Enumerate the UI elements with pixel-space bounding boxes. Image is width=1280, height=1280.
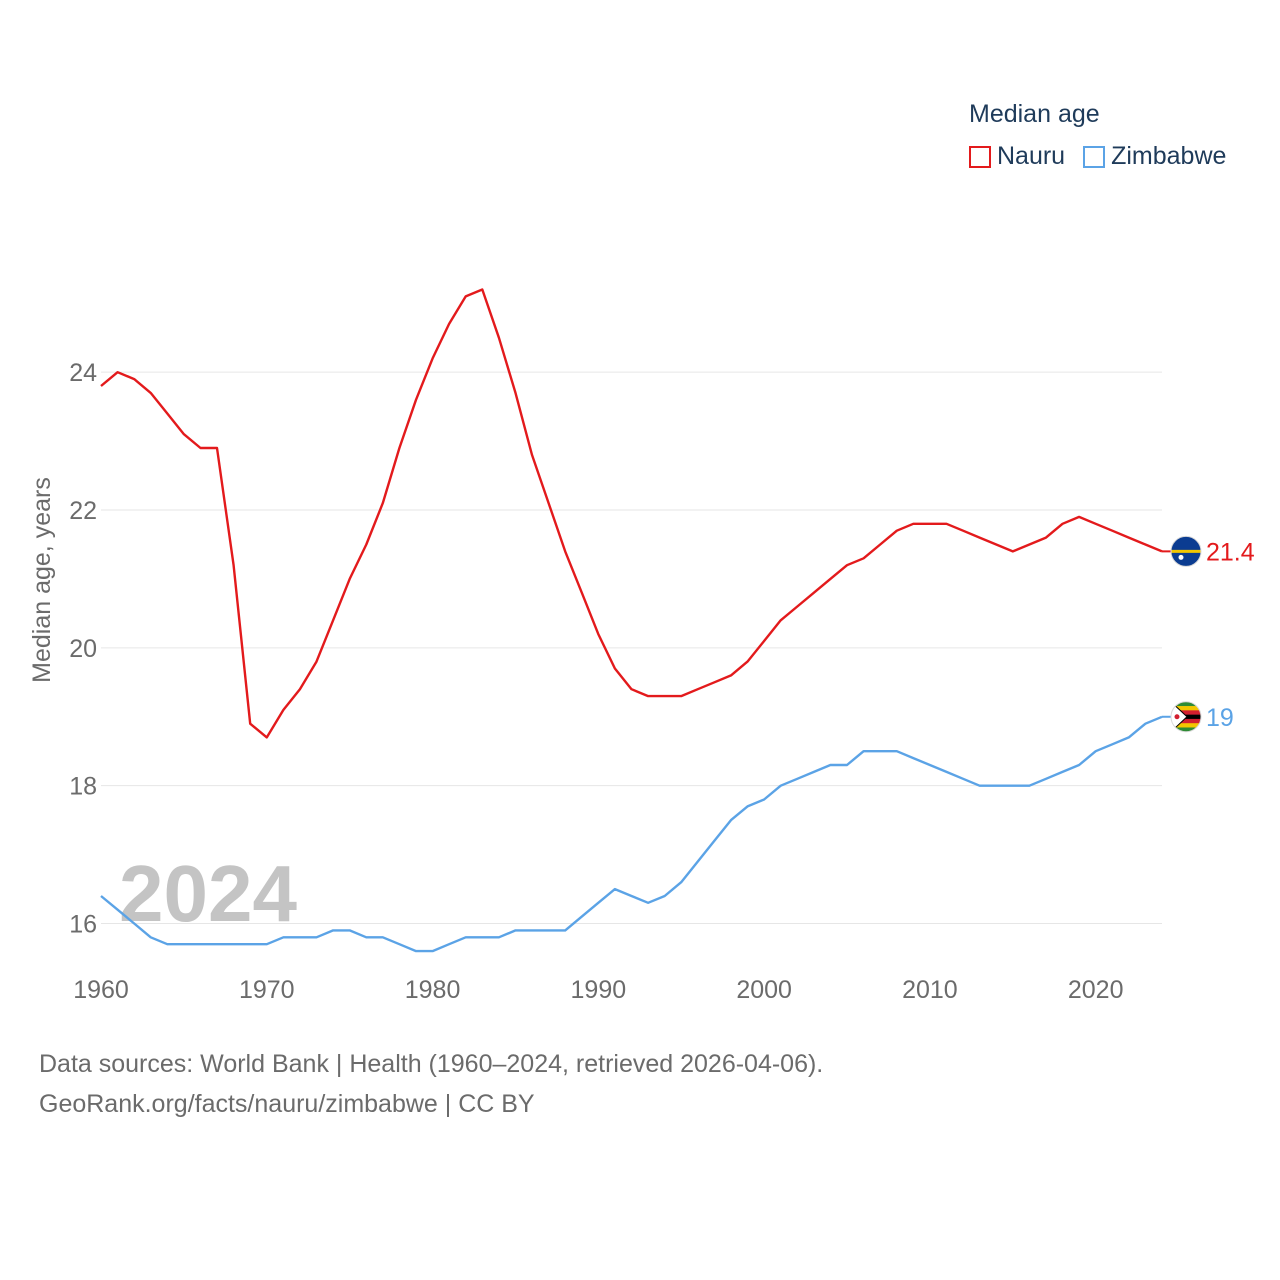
x-tick-label-1960: 1960 xyxy=(73,976,129,1004)
zimbabwe-flag-icon xyxy=(1170,701,1202,733)
legend-item-zimbabwe[interactable]: Zimbabwe xyxy=(1083,142,1226,171)
flag-outline-nauru xyxy=(1170,535,1202,567)
legend-item-nauru[interactable]: Nauru xyxy=(969,142,1065,171)
zimbabwe-flag-stripe-5 xyxy=(1171,723,1201,728)
y-tick-label-16: 16 xyxy=(69,911,97,939)
y-axis-label: Median age, years xyxy=(28,477,56,683)
end-markers: 21.4 19 xyxy=(1162,535,1255,733)
zimbabwe-flag-stripe-6 xyxy=(1171,727,1201,732)
zimbabwe-flag-stripe-0 xyxy=(1171,701,1201,707)
nauru-flag-stripe xyxy=(1171,549,1201,553)
legend-swatch-nauru xyxy=(969,145,991,168)
x-tick-label-2000: 2000 xyxy=(736,976,792,1004)
end-label-zimbabwe: 19 xyxy=(1206,704,1234,732)
zimbabwe-flag-body xyxy=(1171,701,1201,732)
legend-swatch-zimbabwe xyxy=(1083,145,1106,168)
y-tick-label-20: 20 xyxy=(69,635,97,663)
x-tick-label-1970: 1970 xyxy=(239,976,295,1004)
series-line-nauru xyxy=(100,288,1163,739)
nauru-flag-icon xyxy=(1170,535,1202,567)
series-lines xyxy=(100,288,1163,953)
end-label-nauru: 21.4 xyxy=(1206,538,1255,566)
x-tick-label-2020: 2020 xyxy=(1068,976,1124,1004)
y-tick-labels: 16 18 20 22 24 xyxy=(69,359,97,938)
zimbabwe-flag-star xyxy=(1174,714,1180,720)
credit-line: GeoRank.org/facts/nauru/zimbabwe | CC BY xyxy=(39,1090,535,1118)
x-tick-label-1990: 1990 xyxy=(571,976,627,1004)
legend-label-zimbabwe: Zimbabwe xyxy=(1111,142,1227,170)
zimbabwe-flag-stripe-4 xyxy=(1171,718,1201,724)
source-line: Data sources: World Bank | Health (1960–… xyxy=(39,1050,824,1078)
legend: Nauru Zimbabwe xyxy=(969,142,1226,171)
source-note: Data sources: World Bank | Health (1960–… xyxy=(39,1044,823,1124)
legend-label-nauru: Nauru xyxy=(997,142,1066,170)
nauru-flag-star xyxy=(1178,554,1184,560)
zimbabwe-flag-stripe-1 xyxy=(1171,706,1201,711)
y-tick-label-24: 24 xyxy=(69,359,97,387)
flag-outline-zimbabwe xyxy=(1170,701,1202,733)
legend-title: Median age xyxy=(969,100,1100,128)
zimbabwe-flag-stripe-2 xyxy=(1171,710,1201,715)
year-watermark: 2024 xyxy=(119,849,297,938)
gridlines xyxy=(101,371,1162,925)
y-tick-label-18: 18 xyxy=(69,773,97,801)
x-tick-labels: 1960 1970 1980 1990 2000 2010 2020 xyxy=(73,976,1123,1004)
series-line-zimbabwe xyxy=(100,715,1163,953)
x-tick-label-1980: 1980 xyxy=(405,976,461,1004)
x-tick-label-2010: 2010 xyxy=(902,976,958,1004)
y-tick-label-22: 22 xyxy=(69,497,97,525)
